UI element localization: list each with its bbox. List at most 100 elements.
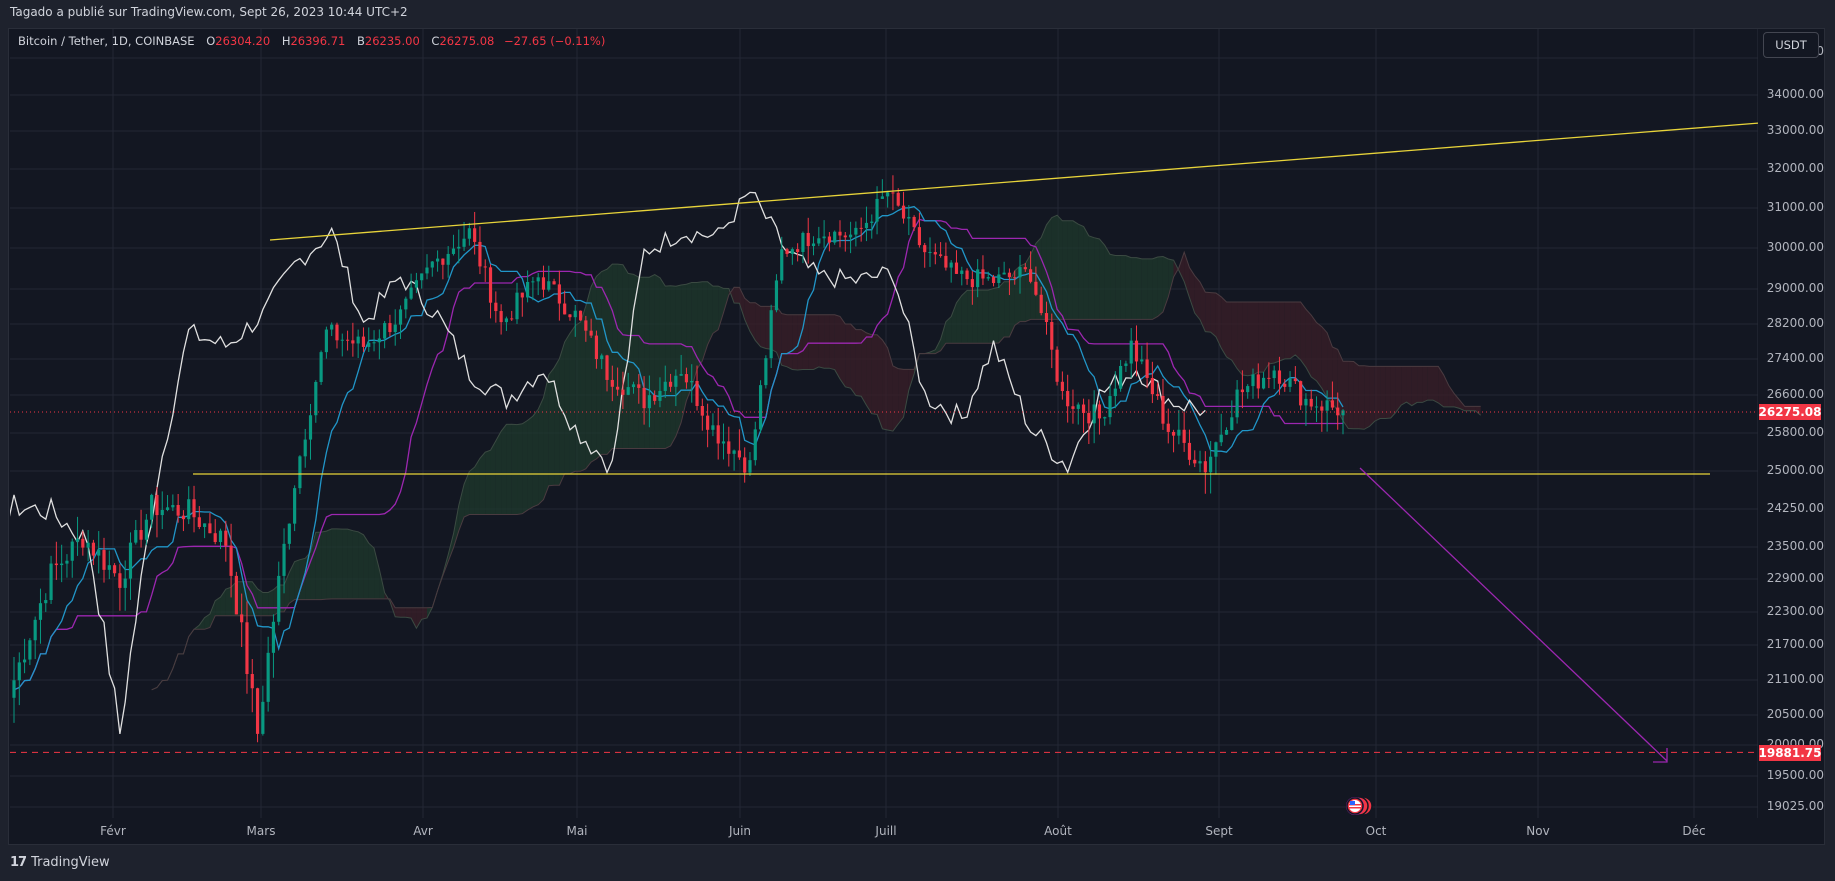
candle-down	[1330, 400, 1334, 408]
candle-down	[1156, 394, 1160, 396]
ichimoku-cloud	[993, 287, 999, 344]
candle-up	[631, 384, 636, 388]
candle-down	[510, 318, 514, 320]
ichimoku-cloud	[818, 314, 825, 369]
candle-up	[70, 541, 74, 561]
candle-up	[679, 374, 683, 376]
ichimoku-cloud	[1205, 292, 1211, 333]
candle-up	[997, 274, 1001, 284]
candle-down	[478, 241, 482, 267]
ichimoku-cloud	[1242, 301, 1248, 376]
candle-up	[377, 338, 381, 343]
candle-down	[494, 302, 498, 312]
ichimoku-cloud	[1200, 282, 1206, 332]
symbol-title[interactable]: Bitcoin / Tether, 1D, COINBASE	[18, 34, 195, 48]
candle-up	[86, 542, 90, 548]
ichimoku-cloud	[1284, 301, 1291, 359]
ichimoku-cloud	[871, 334, 878, 415]
candle-down	[473, 228, 477, 242]
candle-down	[923, 245, 927, 253]
ichimoku-cloud	[972, 290, 978, 344]
brand-name[interactable]: TradingView	[31, 855, 110, 870]
ichimoku-cloud	[490, 440, 496, 515]
price-tick: 25800.00	[1766, 425, 1824, 439]
candle-up	[160, 509, 164, 516]
candle-up	[430, 261, 434, 268]
candle-down	[1309, 398, 1313, 407]
ichimoku-cloud	[628, 273, 634, 449]
senkou-span-a	[151, 214, 1482, 691]
candle-down	[1071, 406, 1075, 409]
ichimoku-cloud	[1443, 374, 1449, 407]
us-flag-icon	[1346, 796, 1373, 816]
ichimoku-cloud	[1072, 220, 1079, 320]
candle-down	[488, 267, 493, 303]
ichimoku-cloud	[644, 277, 650, 449]
ichimoku-cloud	[1099, 239, 1105, 320]
ichimoku-cloud	[702, 281, 708, 361]
candle-up	[324, 329, 328, 353]
ichimoku-cloud	[734, 287, 740, 304]
candle-up	[801, 232, 805, 252]
ichimoku-cloud	[1311, 315, 1317, 381]
economic-event-flags[interactable]	[1341, 795, 1377, 817]
ichimoku-cloud	[675, 285, 682, 437]
ichimoku-cloud	[1094, 237, 1100, 320]
currency-button[interactable]: USDT	[1763, 32, 1819, 58]
ichimoku-cloud	[506, 424, 512, 515]
candle-down	[743, 457, 747, 473]
candle-up	[1076, 404, 1080, 409]
ichimoku-cloud	[697, 281, 703, 370]
candle-down	[838, 231, 842, 236]
candle-up	[690, 380, 694, 383]
time-tick: Oct	[1365, 824, 1387, 838]
candle-down	[1087, 412, 1091, 424]
ichimoku-cloud	[665, 285, 671, 449]
ichimoku-cloud	[289, 561, 295, 604]
candle-down	[939, 254, 943, 256]
candle-down	[1055, 349, 1059, 382]
ichimoku-cloud	[1427, 366, 1434, 401]
ichimoku-cloud	[829, 314, 835, 370]
candle-down	[552, 281, 556, 285]
candle-up	[764, 358, 768, 386]
change-value: −27.65 (−0.11%)	[503, 34, 606, 48]
ichimoku-cloud	[1353, 361, 1359, 429]
ichimoku-cloud	[892, 365, 899, 432]
ichimoku-cloud	[1279, 301, 1285, 361]
candle-up	[880, 196, 884, 199]
resistance-trendline	[269, 122, 1758, 241]
candle-up	[758, 385, 763, 430]
price-tick: 19025.00	[1766, 799, 1824, 813]
ichimoku-cloud	[532, 409, 539, 507]
tradingview-logo-icon[interactable]: 17	[10, 855, 27, 870]
candle-up	[271, 621, 276, 653]
price-tick: 22300.00	[1766, 604, 1824, 618]
candle-down	[568, 314, 572, 318]
ichimoku-cloud	[1184, 252, 1190, 298]
ichimoku-cloud	[1014, 265, 1021, 326]
candle-down	[181, 515, 186, 520]
candle-down	[1066, 391, 1070, 407]
ichimoku-cloud	[1417, 366, 1423, 403]
price-tag-label: 19881.75	[1758, 745, 1822, 761]
ichimoku-cloud	[1390, 366, 1396, 419]
ichimoku-cloud	[1337, 349, 1343, 421]
ichimoku-cloud	[744, 298, 750, 332]
ichimoku-cloud	[1348, 361, 1354, 429]
candle-down	[1044, 313, 1049, 323]
ichimoku-cloud	[1168, 258, 1174, 297]
ichimoku-cloud	[559, 341, 565, 486]
candle-up	[1341, 410, 1345, 416]
candle-up	[367, 342, 371, 347]
ichimoku-cloud	[517, 423, 523, 515]
ichimoku-cloud	[1459, 399, 1465, 411]
candle-up	[319, 352, 323, 382]
candle-down	[642, 387, 646, 409]
time-tick: Déc	[1682, 824, 1706, 838]
price-tick: 30000.00	[1766, 240, 1824, 254]
candle-down	[208, 523, 212, 534]
ichimoku-cloud	[1422, 366, 1428, 403]
candle-down	[197, 517, 201, 527]
